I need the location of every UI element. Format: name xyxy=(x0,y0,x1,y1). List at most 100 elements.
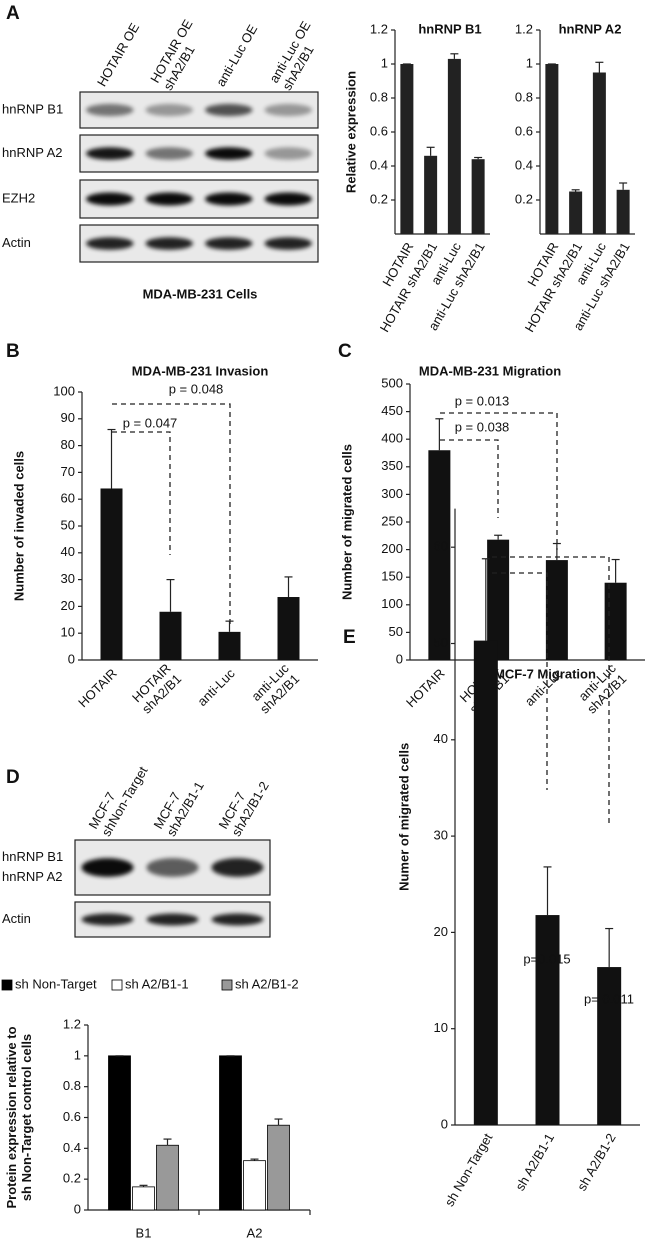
bar xyxy=(100,488,123,660)
lane-label-line: HOTAIR OE xyxy=(94,20,142,89)
bar xyxy=(132,1186,155,1211)
bar xyxy=(108,1055,131,1211)
y-tick-label: 0 xyxy=(441,1116,448,1131)
blot-band xyxy=(145,192,194,206)
y-tick-label: 0.2 xyxy=(515,191,533,206)
panel-letter: C xyxy=(338,341,352,362)
row-label: hnRNP B1 xyxy=(2,849,63,864)
y-axis-label: Number of migrated cells xyxy=(339,444,354,600)
legend-label: sh Non-Target xyxy=(15,976,97,991)
y-tick-label: 0 xyxy=(68,651,75,666)
p-value: p = 0.047 xyxy=(123,415,178,430)
x-tick-label: HOTAIRshA2/B1 xyxy=(129,661,185,717)
legend-label: sh A2/B1-1 xyxy=(125,976,189,991)
bar xyxy=(267,1124,290,1211)
y-tick-label: 1 xyxy=(381,55,388,70)
blot-band xyxy=(204,192,253,206)
bar xyxy=(471,159,485,234)
row-label: hnRNP A2 xyxy=(2,869,62,884)
p-value: p = 0.038 xyxy=(455,419,510,434)
y-tick-label: 40 xyxy=(61,544,75,559)
x-tick-label: B1 xyxy=(136,1225,152,1240)
x-tick-label-line: HOTAIR xyxy=(75,666,120,711)
x-tick-label: HOTAIR xyxy=(75,666,120,711)
x-tick-label: HOTAIR xyxy=(403,666,448,711)
blot-caption: MDA-MB-231 Cells xyxy=(143,286,258,301)
bar xyxy=(597,967,622,1125)
lane-label: anti-Luc OEshA2/B1 xyxy=(267,18,327,93)
y-tick-label: 0 xyxy=(74,1201,81,1216)
blot-band xyxy=(146,858,199,877)
p-value: p = 0.048 xyxy=(169,381,224,396)
y-tick-label: 50 xyxy=(61,517,75,532)
y-tick-label: 80 xyxy=(61,437,75,452)
y-tick-label: 10 xyxy=(61,625,75,640)
row-label: hnRNP B1 xyxy=(2,101,63,116)
blot-band xyxy=(85,192,134,206)
lane-label: MCF-7shNon-Target xyxy=(86,756,151,839)
bar xyxy=(473,640,498,1125)
x-tick-label-line: HOTAIR xyxy=(403,666,448,711)
y-axis-label: Relative expression xyxy=(343,71,358,193)
x-tick-label: anti-LucshA2/B1 xyxy=(247,661,303,717)
y-axis-label-line: sh Non-Target control cells xyxy=(19,1034,34,1201)
y-tick-label: 0.4 xyxy=(63,1140,81,1155)
x-tick-label: sh Non-Target xyxy=(442,1130,496,1209)
p-value: p= 0.011 xyxy=(584,991,634,1006)
panel-letter: A xyxy=(6,3,20,24)
significance-bracket xyxy=(492,572,548,790)
blot-band xyxy=(85,103,134,117)
blot-band xyxy=(204,147,253,160)
bar xyxy=(487,539,510,660)
y-tick-label: 450 xyxy=(381,403,403,418)
blot-band xyxy=(81,913,134,926)
lane-label: HOTAIR OEshA2/B1 xyxy=(148,17,209,93)
y-tick-label: 0.8 xyxy=(63,1078,81,1093)
y-tick-label: 350 xyxy=(381,458,403,473)
significance-bracket xyxy=(440,439,499,518)
y-axis-label: Number of invaded cells xyxy=(11,451,26,601)
y-tick-label: 250 xyxy=(381,513,403,528)
x-tick-label: sh A2/B1-2 xyxy=(574,1131,619,1194)
panel-letter: E xyxy=(343,627,356,648)
bar xyxy=(604,582,627,660)
blot-band xyxy=(145,103,194,117)
bar xyxy=(535,915,560,1125)
bar xyxy=(569,191,583,234)
bar xyxy=(616,189,630,234)
y-tick-label: 20 xyxy=(434,924,448,939)
bar xyxy=(159,611,182,660)
y-tick-label: 0.6 xyxy=(370,123,388,138)
y-tick-label: 0.2 xyxy=(63,1171,81,1186)
blot-band xyxy=(204,237,253,250)
significance-bracket xyxy=(492,556,610,825)
x-tick-label: A2 xyxy=(247,1225,263,1240)
bar xyxy=(277,597,300,660)
blot-band xyxy=(211,913,264,926)
blot-band xyxy=(85,147,134,160)
chart-title: MCF-7 Migration xyxy=(494,666,596,681)
y-tick-label: 0.2 xyxy=(370,191,388,206)
bar xyxy=(218,631,241,660)
bar xyxy=(545,560,568,660)
y-tick-label: 1.2 xyxy=(370,21,388,36)
row-label: EZH2 xyxy=(2,190,35,205)
y-axis-label: Protein expression relative tosh Non-Tar… xyxy=(4,1026,34,1208)
blot-band xyxy=(85,237,134,250)
y-tick-label: 400 xyxy=(381,431,403,446)
blot-band xyxy=(264,147,313,160)
x-tick-label: anti-Luc xyxy=(195,666,239,710)
y-tick-label: 100 xyxy=(381,596,403,611)
chart-title: hnRNP B1 xyxy=(418,21,481,36)
y-tick-label: 70 xyxy=(61,464,75,479)
y-tick-label: 0.4 xyxy=(515,157,533,172)
row-label: Actin xyxy=(2,911,31,926)
bar xyxy=(592,72,606,234)
significance-bracket xyxy=(112,403,231,625)
chart-title: MDA-MB-231 Invasion xyxy=(132,363,269,378)
bar xyxy=(219,1055,242,1211)
y-tick-label: 500 xyxy=(381,375,403,390)
y-tick-label: 40 xyxy=(434,731,448,746)
legend-swatch xyxy=(1,979,13,991)
